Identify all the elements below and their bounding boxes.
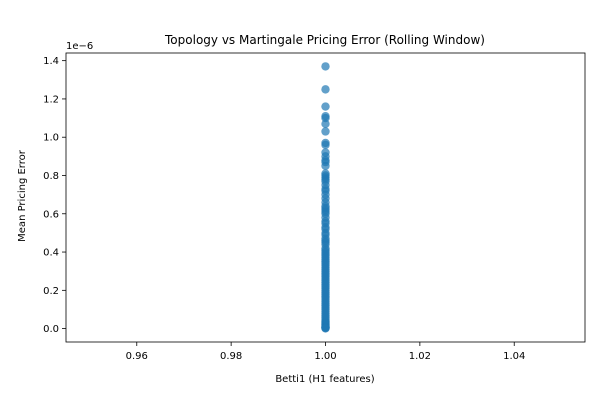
y-tick-label: 1.2 [43,94,59,105]
y-tick-label: 0.6 [43,209,59,220]
x-axis-label: Betti1 (H1 features) [275,374,374,385]
x-tick-label: 0.98 [220,351,242,362]
data-point [321,324,330,333]
y-tick-label: 1.4 [43,56,59,67]
y-tick-label: 0.4 [43,248,59,259]
data-point [321,102,330,111]
x-tick-label: 1.02 [409,351,431,362]
y-tick-label: 0.8 [43,171,59,182]
x-tick-label: 1.04 [503,351,525,362]
y-tick-label: 0.2 [43,286,59,297]
chart-title: Topology vs Martingale Pricing Error (Ro… [164,33,485,47]
y-tick-label: 1.0 [43,133,59,144]
data-point [321,119,330,129]
x-tick-label: 0.96 [126,351,148,362]
x-tick-label: 1.00 [314,351,336,362]
y-axis-label: Mean Pricing Error [17,149,28,242]
data-point [321,140,330,150]
data-point [321,85,330,94]
data-point [321,62,330,71]
data-point [321,161,330,171]
data-point [321,127,330,136]
plot-area: 0.96 0.98 1.00 1.02 1.04 0.0 0.2 0.4 0.6 0.8 1.0 1.… [43,52,586,362]
y-offset-label: 1e−6 [66,41,93,52]
y-tick-label: 0.0 [43,324,59,335]
data-point [321,113,330,123]
